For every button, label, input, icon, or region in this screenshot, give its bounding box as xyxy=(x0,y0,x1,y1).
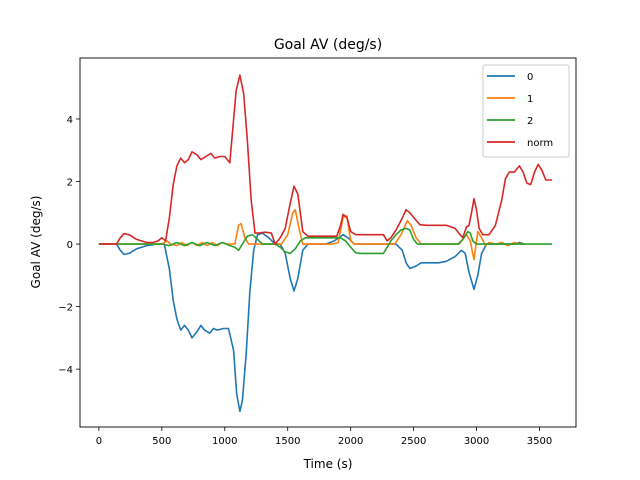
y-tick-label: 4 xyxy=(67,115,73,126)
x-tick-label: 3500 xyxy=(527,436,552,447)
legend-label-1: 1 xyxy=(527,94,533,105)
y-tick-label: −4 xyxy=(58,365,73,376)
y-tick-label: −2 xyxy=(58,303,73,314)
x-tick-label: 1000 xyxy=(212,436,237,447)
legend-box xyxy=(482,64,570,158)
y-tick-label: 2 xyxy=(67,178,73,189)
legend-label-0: 0 xyxy=(527,72,533,83)
x-tick-label: 0 xyxy=(96,436,102,447)
series-line-1 xyxy=(98,208,524,261)
legend-label-2: 2 xyxy=(527,116,533,127)
chart-title: Goal AV (deg/s) xyxy=(274,37,382,53)
x-tick-label: 3000 xyxy=(464,436,489,447)
x-tick-label: 1500 xyxy=(275,436,300,447)
axis-ticks: 0 500 1000 1500 2000 2500 3000 3500 −4 −2 0 2 4 xyxy=(58,115,552,447)
plot-lines xyxy=(98,74,553,413)
x-axis-label: Time (s) xyxy=(303,457,353,471)
y-tick-label: 0 xyxy=(67,240,73,251)
series-line-norm xyxy=(98,74,553,245)
legend-label-norm: norm xyxy=(527,138,553,149)
x-tick-label: 500 xyxy=(152,436,171,447)
series-line-2 xyxy=(98,227,553,255)
x-tick-label: 2500 xyxy=(401,436,426,447)
x-tick-label: 2000 xyxy=(338,436,363,447)
legend: 0 1 2 norm xyxy=(482,64,570,158)
plot-frame xyxy=(79,57,577,428)
y-axis-label: Goal AV (deg/s) xyxy=(29,196,43,289)
series-line-0 xyxy=(98,232,525,413)
